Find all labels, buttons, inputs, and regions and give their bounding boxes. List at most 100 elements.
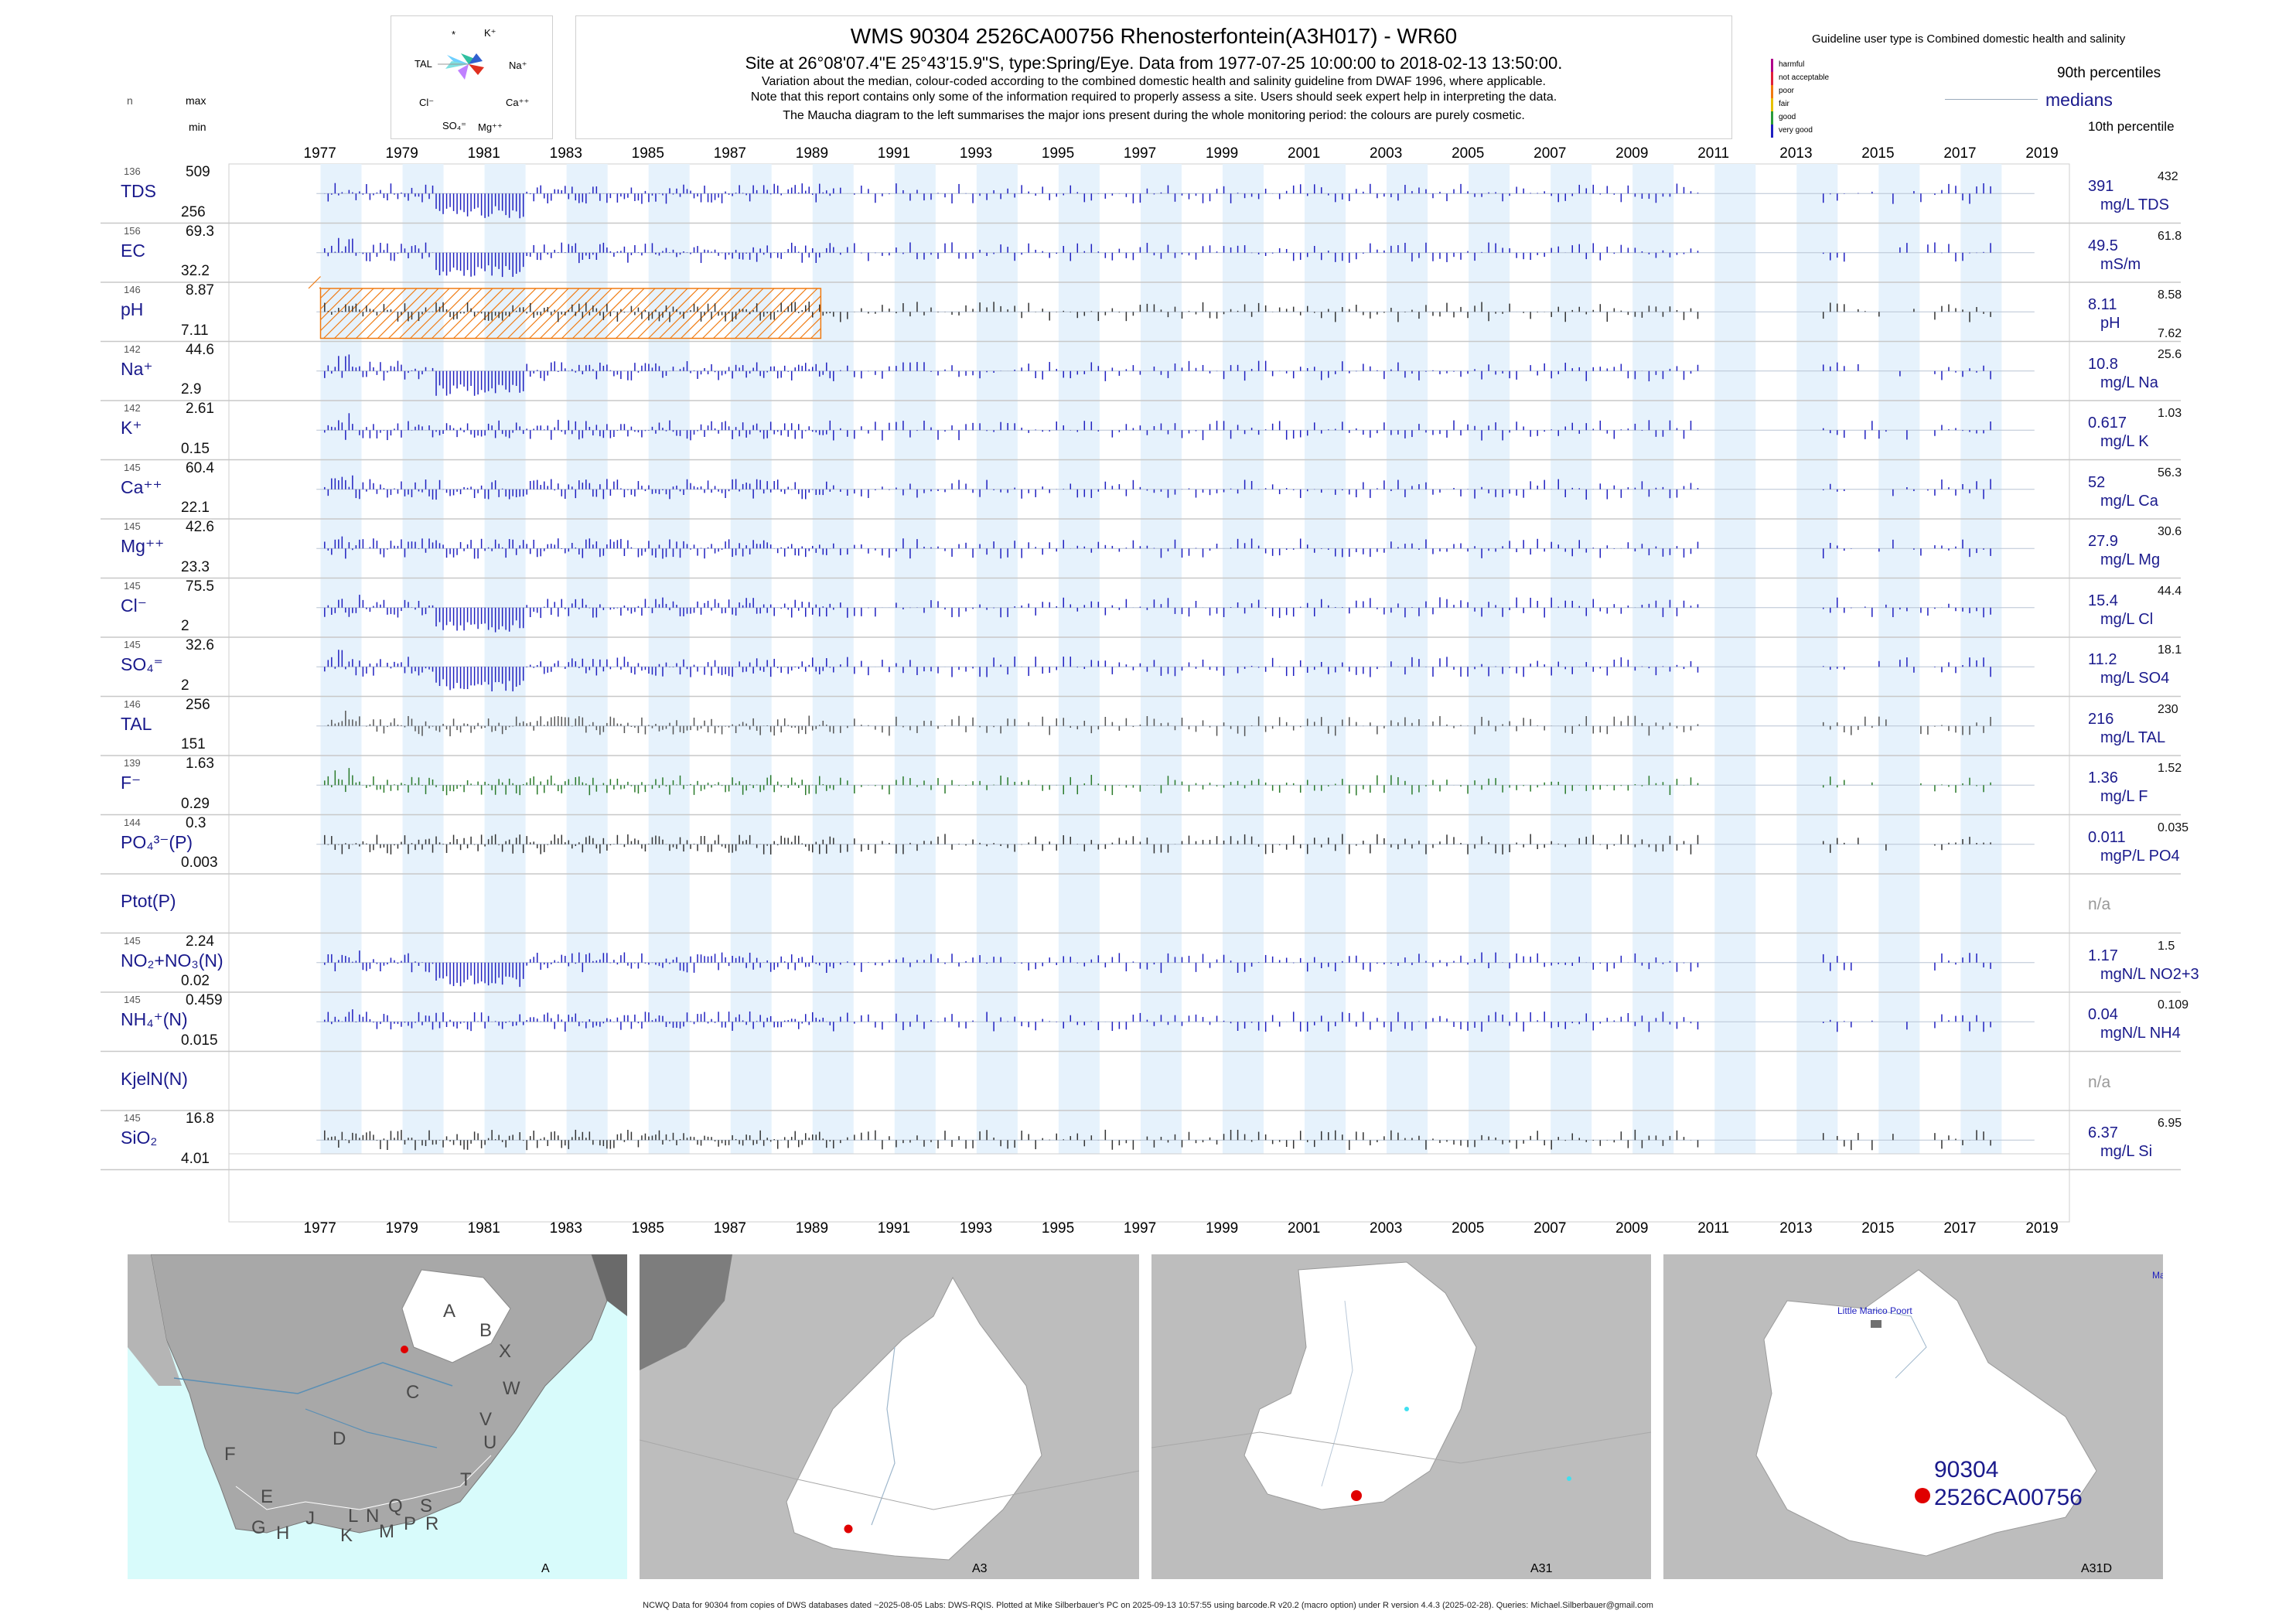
ph-hatch-line xyxy=(323,288,374,339)
ph-hatch-line xyxy=(778,295,821,339)
panel-unit: mg/L TDS xyxy=(2100,196,2169,213)
panel-unit: mg/L F xyxy=(2100,788,2148,805)
panel-label: TDS xyxy=(121,181,156,201)
year-label-top: 2011 xyxy=(1697,145,1730,162)
year-label-bottom: 2019 xyxy=(2025,1220,2059,1237)
year-label-bottom: 2011 xyxy=(1697,1220,1730,1237)
ph-hatch-line xyxy=(529,288,580,339)
title-box: WMS 90304 2526CA00756 Rhenosterfontein(A… xyxy=(575,15,1732,139)
panel-na: n/a xyxy=(2088,896,2111,913)
year-label-top: 1977 xyxy=(303,145,336,162)
panel-min: 0.015 xyxy=(181,1032,218,1049)
region-label-x: X xyxy=(499,1341,512,1362)
p90-label: 90th percentiles xyxy=(2057,65,2161,81)
panel-median: 1.36 xyxy=(2088,769,2118,786)
panel-p90: 44.4 xyxy=(2158,584,2182,598)
ph-hatch-line xyxy=(320,288,331,299)
year-label-bottom: 1993 xyxy=(959,1220,993,1237)
ph-hatch-line xyxy=(789,306,821,339)
page-title: WMS 90304 2526CA00756 Rhenosterfontein(A… xyxy=(850,24,1458,48)
year-band xyxy=(1632,164,1674,1154)
panel-max: 509 xyxy=(186,164,210,180)
map-a3: A3 xyxy=(640,1254,1139,1579)
note-1: Variation about the median, colour-coded… xyxy=(762,75,1546,88)
ph-hatch-line xyxy=(702,288,753,339)
year-label-top: 2013 xyxy=(1779,145,1813,162)
year-label-top: 1983 xyxy=(549,145,582,162)
panel-median: 52 xyxy=(2088,473,2106,491)
region-label-r: R xyxy=(425,1513,439,1534)
year-label-top: 2007 xyxy=(1534,145,1567,162)
ph-hatch-line xyxy=(691,288,742,339)
map-a31d: Little Marico Poort Ma 90304 2526CA00756… xyxy=(1663,1254,2163,1579)
panel-max: 32.6 xyxy=(186,637,214,653)
year-band xyxy=(1140,164,1182,1154)
region-label-h: H xyxy=(276,1523,290,1544)
panel-unit: mg/L Ca xyxy=(2100,492,2158,510)
panel-na: n/a xyxy=(2088,1073,2111,1091)
region-label-j: J xyxy=(305,1508,315,1529)
panel-p90: 0.109 xyxy=(2158,998,2189,1012)
ph-hatch-line xyxy=(356,288,407,339)
panel-median: 8.11 xyxy=(2088,296,2117,313)
panel-n: 156 xyxy=(124,224,141,237)
year-label-top: 2001 xyxy=(1288,145,1321,162)
year-label-bottom: 2005 xyxy=(1452,1220,1485,1237)
panel-max: 1.63 xyxy=(186,756,214,772)
panel-n: 144 xyxy=(124,816,141,828)
panel-unit: pH xyxy=(2100,315,2120,332)
place-label: Little Marico Poort xyxy=(1837,1305,1912,1316)
year-band xyxy=(894,164,936,1154)
panel-min: 0.29 xyxy=(181,795,210,812)
panel-median: 0.011 xyxy=(2088,828,2126,846)
region-label-q: Q xyxy=(388,1496,403,1517)
panel-n: 145 xyxy=(124,934,141,947)
region-label-f: F xyxy=(224,1444,236,1465)
ph-hatch-line xyxy=(648,288,699,339)
maucha-icon xyxy=(438,53,484,80)
panel-label: PO₄³⁻(P) xyxy=(121,831,193,852)
year-band xyxy=(1796,164,1838,1154)
region-label-k: K xyxy=(340,1525,353,1546)
panel-min: 2 xyxy=(181,677,189,694)
ph-hatch-line xyxy=(518,288,569,339)
panel-label: SO₄⁼ xyxy=(121,654,163,674)
year-label-top: 1995 xyxy=(1041,145,1075,162)
region-label-u: U xyxy=(483,1432,497,1453)
ph-hatch-line xyxy=(442,288,493,339)
note-3: The Maucha diagram to the left summarise… xyxy=(783,109,1525,122)
year-band xyxy=(1058,164,1100,1154)
p10-label: 10th percentile xyxy=(2088,119,2175,134)
panel-min: 23.3 xyxy=(181,558,210,575)
panel-p90: 1.5 xyxy=(2158,939,2175,953)
panel-label: Cl⁻ xyxy=(121,595,147,616)
year-label-bottom: 2013 xyxy=(1779,1220,1813,1237)
max-header: max xyxy=(186,94,206,107)
ph-hatch-line xyxy=(496,288,548,339)
panel-label: NO₂+NO₃(N) xyxy=(121,950,223,971)
year-label-bottom: 1985 xyxy=(631,1220,664,1237)
panel-p90: 432 xyxy=(2158,170,2178,183)
region-label-b: B xyxy=(479,1320,493,1341)
ph-hatch-line xyxy=(464,288,515,339)
panel-max: 75.5 xyxy=(186,578,214,595)
panel-p90: 18.1 xyxy=(2158,643,2182,657)
year-label-bottom: 1977 xyxy=(303,1220,336,1237)
panel-median: 0.617 xyxy=(2088,415,2127,432)
year-label-top: 1985 xyxy=(631,145,664,162)
panel-label: KjelN(N) xyxy=(121,1068,188,1089)
panel-median: 11.2 xyxy=(2088,651,2117,668)
year-band xyxy=(1305,164,1346,1154)
panel-unit: mg/L Si xyxy=(2100,1143,2153,1160)
panel-n: 145 xyxy=(124,461,141,473)
maucha-cl: Cl⁻ xyxy=(419,97,435,108)
map1-caption: A xyxy=(541,1562,550,1575)
panel-median: 10.8 xyxy=(2088,355,2118,373)
year-band xyxy=(566,164,608,1154)
ph-hatch-line xyxy=(616,288,667,339)
year-label-top: 2003 xyxy=(1370,145,1403,162)
ph-hatch-line xyxy=(507,288,558,339)
region-label-w: W xyxy=(503,1378,520,1399)
ph-hatch-line xyxy=(345,288,396,339)
year-label-top: 2019 xyxy=(2025,145,2059,162)
